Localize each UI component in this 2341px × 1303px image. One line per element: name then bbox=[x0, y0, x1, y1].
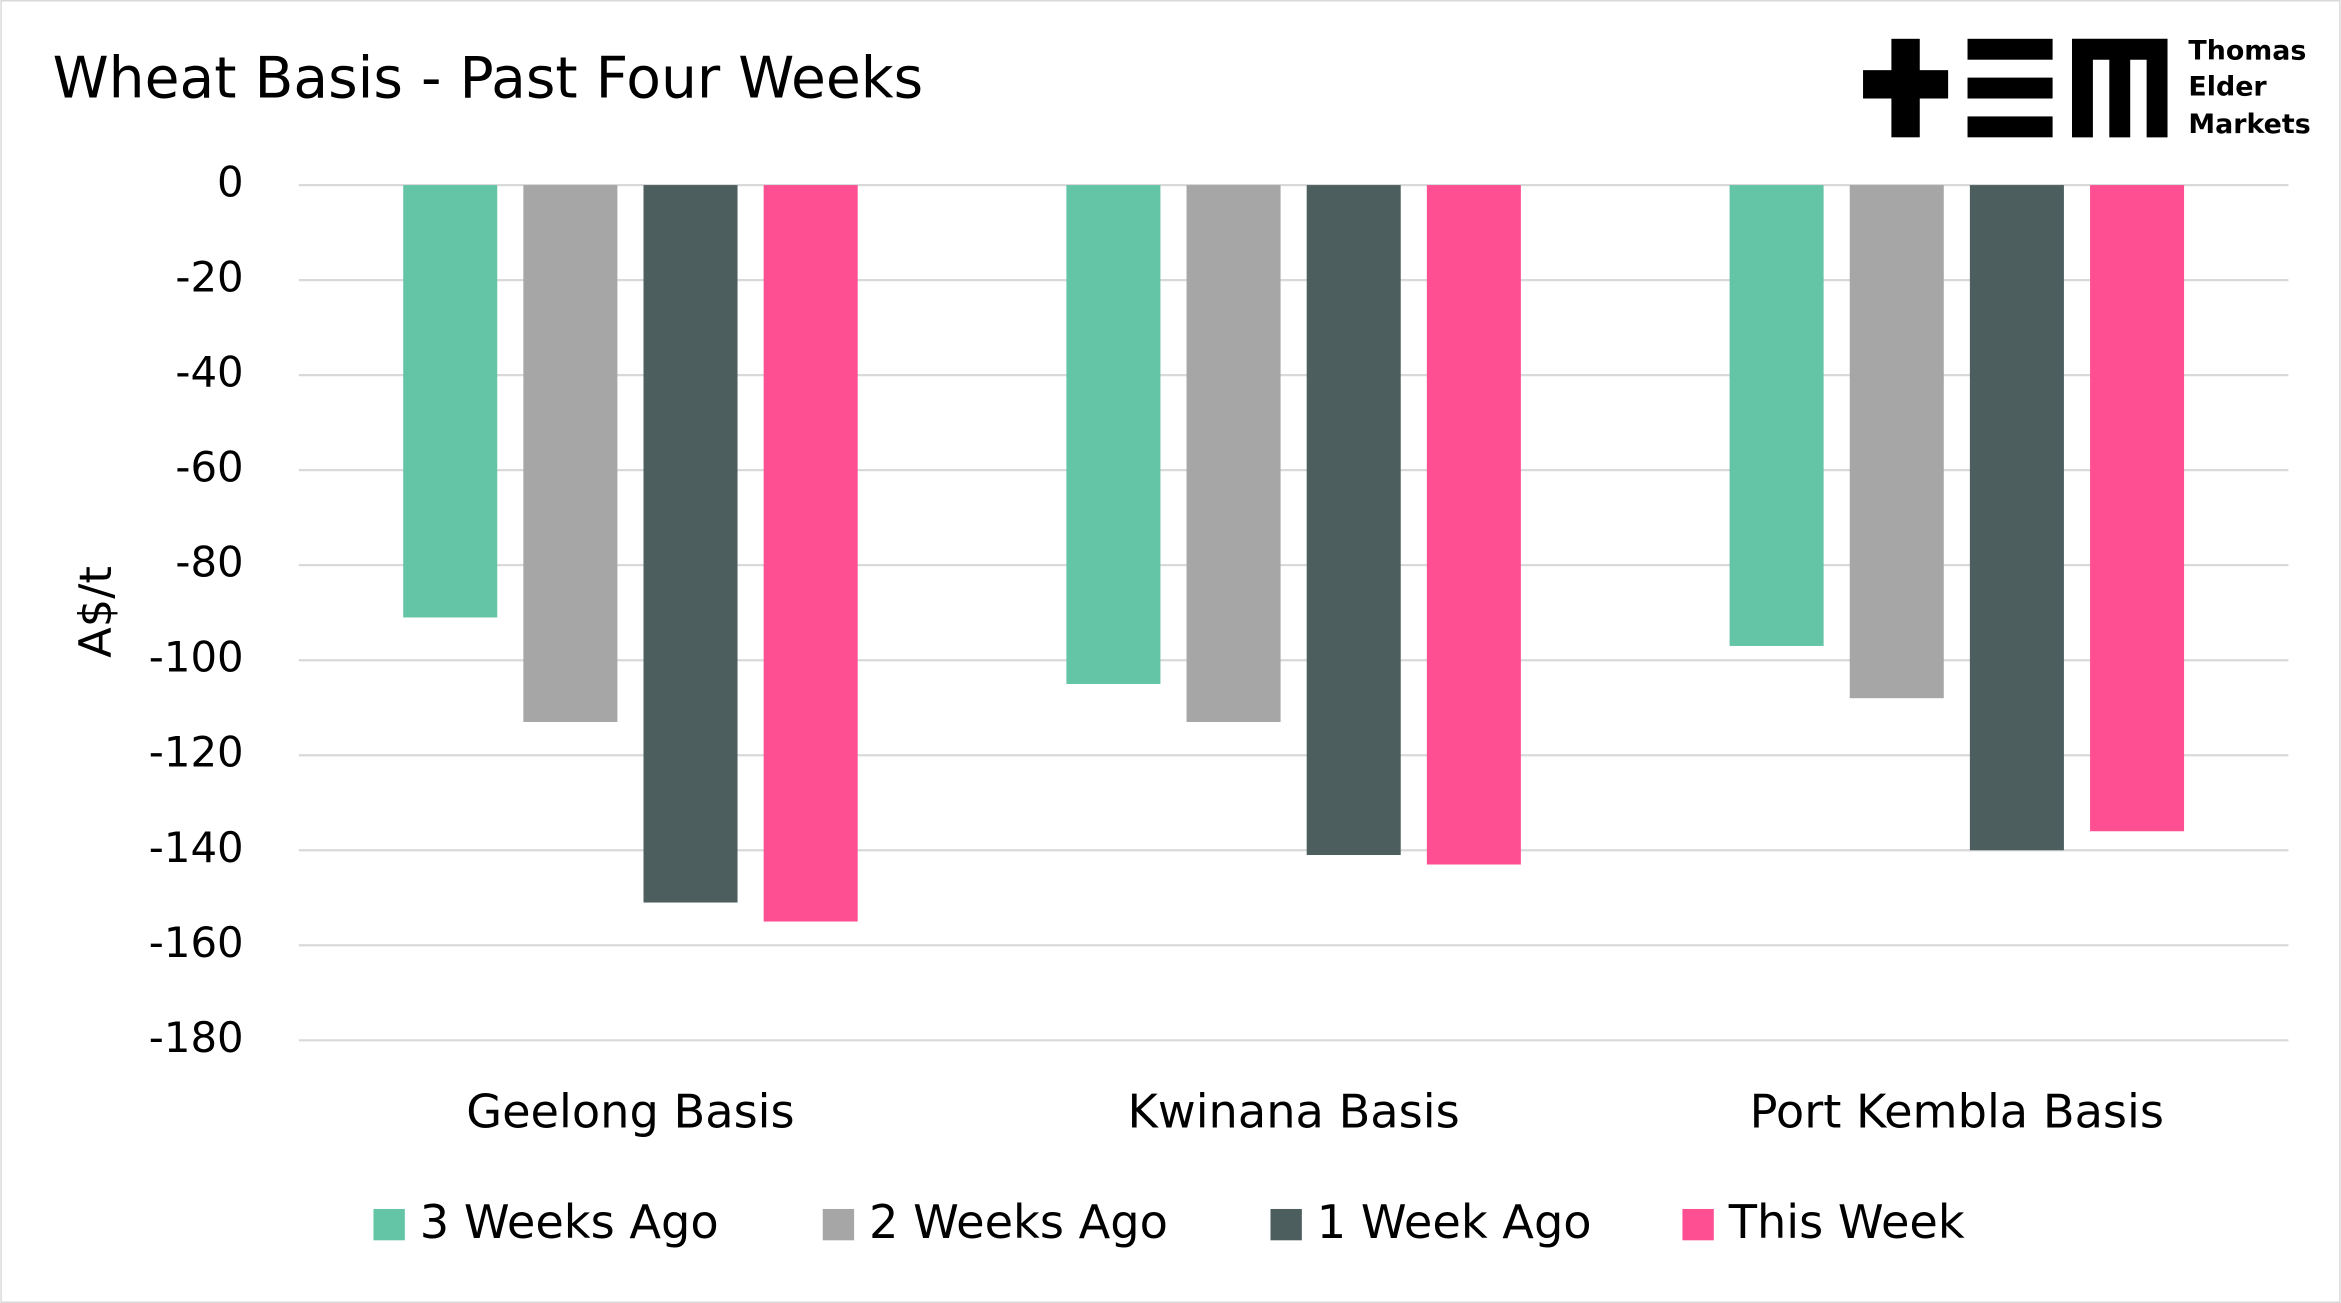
y-tick-label: -40 bbox=[175, 348, 243, 397]
bar bbox=[1186, 185, 1281, 722]
y-tick-label: -100 bbox=[149, 633, 244, 682]
legend-label: This Week bbox=[1728, 1195, 1965, 1249]
bar bbox=[643, 185, 738, 903]
x-tick-label: Kwinana Basis bbox=[1128, 1084, 1460, 1138]
bar bbox=[1426, 185, 1521, 865]
y-tick-label: -80 bbox=[175, 538, 243, 587]
legend-swatch bbox=[822, 1208, 855, 1241]
bar bbox=[1306, 185, 1401, 856]
logo-plus-v bbox=[1891, 38, 1920, 138]
legend-label: 1 Week Ago bbox=[1317, 1195, 1592, 1249]
legend-label: 2 Weeks Ago bbox=[869, 1195, 1168, 1249]
bar bbox=[1066, 185, 1161, 684]
bar bbox=[2090, 185, 2185, 832]
legend-swatch bbox=[373, 1208, 405, 1241]
x-tick-label: Geelong Basis bbox=[466, 1084, 794, 1138]
bar bbox=[763, 185, 858, 922]
logo-text: Elder bbox=[2188, 72, 2267, 103]
x-tick-label: Port Kembla Basis bbox=[1750, 1084, 2164, 1138]
y-tick-label: -60 bbox=[175, 443, 243, 492]
chart-title: Wheat Basis - Past Four Weeks bbox=[53, 46, 924, 112]
logo-text: Markets bbox=[2188, 109, 2310, 140]
logo-e-bar bbox=[1967, 77, 2053, 99]
y-tick-label: -20 bbox=[175, 253, 243, 302]
bar bbox=[403, 185, 498, 618]
bar bbox=[1849, 185, 1944, 699]
y-tick-label: -140 bbox=[149, 823, 244, 872]
legend-swatch bbox=[1270, 1208, 1302, 1241]
bar bbox=[1969, 185, 2064, 851]
bar bbox=[523, 185, 618, 722]
bar bbox=[1729, 185, 1824, 646]
y-tick-label: -160 bbox=[149, 918, 244, 967]
logo-e-bar bbox=[1967, 116, 2053, 138]
logo-e-bar bbox=[1967, 38, 2053, 60]
y-tick-label: 0 bbox=[217, 158, 244, 207]
legend-swatch bbox=[1682, 1208, 1714, 1241]
logo-text: Thomas bbox=[2188, 36, 2306, 67]
logo-m bbox=[2072, 38, 2168, 138]
legend-label: 3 Weeks Ago bbox=[420, 1195, 719, 1249]
logo: Thomas Elder Markets bbox=[1863, 36, 2311, 140]
y-tick-label: -180 bbox=[149, 1013, 244, 1062]
y-axis-label: A$/t bbox=[69, 566, 122, 658]
y-tick-label: -120 bbox=[149, 728, 244, 777]
